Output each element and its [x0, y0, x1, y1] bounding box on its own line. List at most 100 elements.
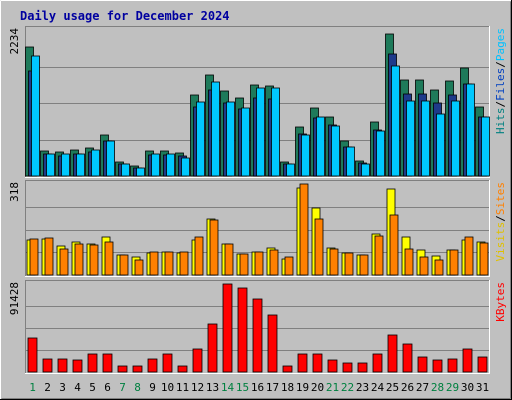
- bar-kbytes-day-4: [72, 359, 83, 373]
- series-kbytes: [27, 283, 488, 373]
- bar-pages-day-26: [406, 100, 415, 177]
- bar-sites-day-28: [434, 259, 444, 276]
- bar-sites-day-31: [479, 242, 489, 276]
- bar-sites-day-17: [269, 249, 279, 276]
- bar-sites-day-13: [209, 219, 219, 276]
- x-tick-label: 30: [461, 381, 474, 394]
- bar-sites-day-26: [404, 248, 414, 276]
- bar-pages-day-21: [331, 125, 340, 177]
- legend-item: /: [494, 101, 507, 108]
- x-tick-label: 26: [401, 381, 414, 394]
- bar-sites-day-6: [104, 241, 114, 276]
- x-tick-label: 3: [59, 381, 66, 394]
- bar-pages-day-18: [286, 163, 295, 177]
- bar-sites-day-3: [59, 248, 69, 276]
- bar-kbytes-day-22: [342, 362, 353, 373]
- bar-sites-day-8: [134, 259, 144, 276]
- y-max-label: 2234: [8, 28, 21, 55]
- bar-kbytes-day-17: [267, 314, 278, 373]
- bar-kbytes-day-11: [177, 365, 188, 373]
- bar-kbytes-day-29: [447, 358, 458, 373]
- x-tick-label: 13: [206, 381, 219, 394]
- bar-pages-day-29: [451, 100, 460, 177]
- bar-pages-day-11: [181, 157, 190, 177]
- x-tick-label: 20: [311, 381, 324, 394]
- series-sites: [29, 183, 489, 276]
- bar-pages-day-13: [211, 81, 220, 177]
- bar-kbytes-day-19: [297, 353, 308, 373]
- bar-kbytes-day-28: [432, 359, 443, 373]
- y-max-label: 91428: [8, 282, 21, 315]
- legend-item: /: [494, 61, 507, 68]
- bar-sites-day-27: [419, 256, 429, 276]
- bar-sites-day-9: [149, 251, 159, 276]
- bar-pages-day-22: [346, 146, 355, 177]
- bar-kbytes-day-3: [57, 358, 68, 373]
- bar-sites-day-29: [449, 249, 459, 276]
- bar-kbytes-day-27: [417, 356, 428, 373]
- bar-kbytes-day-24: [372, 353, 383, 373]
- bar-pages-day-5: [91, 149, 100, 177]
- x-tick-label: 15: [236, 381, 249, 394]
- x-tick-label: 10: [161, 381, 174, 394]
- x-tick-label: 12: [191, 381, 204, 394]
- bar-kbytes-day-18: [282, 365, 293, 373]
- bar-pages-day-28: [436, 113, 445, 177]
- legend-visits-sites: Visits/Sites: [494, 182, 507, 262]
- bar-pages-day-8: [136, 167, 145, 177]
- bar-pages-day-3: [61, 153, 70, 177]
- bar-sites-day-12: [194, 236, 204, 276]
- x-tick-label: 23: [356, 381, 369, 394]
- bar-sites-day-20: [314, 218, 324, 276]
- y-max-label: 318: [8, 182, 21, 202]
- bar-sites-day-5: [89, 244, 99, 276]
- bar-sites-day-7: [119, 254, 129, 276]
- bar-kbytes-day-2: [42, 358, 53, 373]
- bar-pages-day-20: [316, 116, 325, 177]
- bar-pages-day-10: [166, 153, 175, 177]
- bar-sites-day-15: [239, 253, 249, 276]
- x-tick-label: 9: [149, 381, 156, 394]
- panel-kbytes: 91428 KBytes: [8, 280, 507, 374]
- bar-pages-day-12: [196, 101, 205, 177]
- x-tick-label: 28: [431, 381, 444, 394]
- x-tick-label: 8: [134, 381, 141, 394]
- bar-pages-day-15: [241, 107, 250, 177]
- bar-pages-day-31: [481, 116, 490, 177]
- legend-item: KBytes: [494, 282, 507, 322]
- bar-pages-day-9: [151, 153, 160, 177]
- bar-kbytes-day-25: [387, 334, 398, 373]
- bar-pages-day-24: [376, 130, 385, 177]
- bar-sites-day-10: [164, 251, 174, 276]
- bar-sites-day-4: [74, 243, 84, 276]
- x-tick-label: 18: [281, 381, 294, 394]
- bar-pages-day-14: [226, 101, 235, 177]
- bar-sites-day-23: [359, 254, 369, 276]
- x-tick-label: 14: [221, 381, 235, 394]
- bar-pages-day-19: [301, 134, 310, 177]
- bar-kbytes-day-6: [102, 353, 113, 373]
- bar-kbytes-day-5: [87, 353, 98, 373]
- x-tick-label: 1: [29, 381, 36, 394]
- x-tick-label: 31: [476, 381, 489, 394]
- bar-sites-day-19: [299, 183, 309, 276]
- x-tick-label: 19: [296, 381, 309, 394]
- x-tick-label: 16: [251, 381, 264, 394]
- bar-pages-day-2: [46, 153, 55, 177]
- bar-kbytes-day-26: [402, 343, 413, 373]
- x-tick-label: 6: [104, 381, 111, 394]
- bar-kbytes-day-16: [252, 298, 263, 373]
- bar-pages-day-4: [76, 153, 85, 177]
- legend-item: Visits: [494, 222, 507, 262]
- bar-kbytes-day-7: [117, 365, 128, 373]
- x-tick-label: 5: [89, 381, 96, 394]
- bar-kbytes-day-30: [462, 348, 473, 373]
- bar-pages-day-1: [31, 55, 40, 177]
- series-pages: [31, 55, 490, 177]
- bar-pages-day-25: [391, 65, 400, 177]
- bar-kbytes-day-23: [357, 362, 368, 373]
- bar-sites-day-24: [374, 235, 384, 276]
- bar-sites-day-14: [224, 243, 234, 276]
- chart-title: Daily usage for December 2024: [20, 9, 230, 23]
